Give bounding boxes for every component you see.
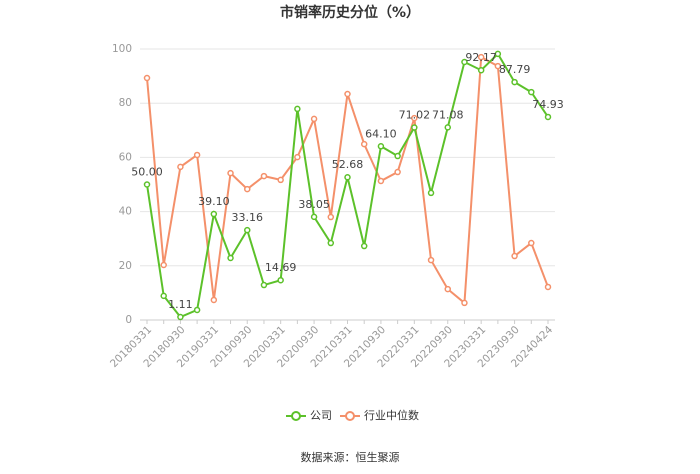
- value-label: 1.11: [168, 298, 193, 311]
- point: [494, 62, 502, 70]
- value-label: 33.16: [232, 211, 264, 224]
- point: [244, 226, 251, 234]
- legend-item: 公司: [286, 409, 332, 422]
- point: [461, 58, 468, 66]
- point: [177, 313, 184, 321]
- point: [277, 276, 284, 284]
- point: [511, 78, 518, 86]
- value-label: 14.69: [265, 261, 297, 274]
- point: [143, 181, 151, 188]
- point: [193, 306, 201, 314]
- point: [310, 213, 318, 221]
- point: [227, 169, 234, 177]
- y-tick-label: 60: [119, 151, 132, 163]
- point: [394, 152, 401, 160]
- point: [528, 88, 535, 96]
- chart-title: 市销率历史分位（%）: [280, 4, 420, 21]
- point: [360, 140, 368, 148]
- value-label: 74.93: [532, 98, 564, 111]
- value-label: 71.02: [399, 109, 431, 122]
- point: [244, 185, 251, 193]
- point: [528, 239, 535, 247]
- point: [277, 176, 284, 184]
- point: [444, 124, 451, 131]
- point: [360, 242, 368, 250]
- point: [294, 105, 301, 113]
- value-label: 50.00: [131, 166, 163, 179]
- legend-item: 行业中位数: [340, 408, 419, 422]
- point: [511, 252, 518, 260]
- point: [427, 189, 435, 197]
- point: [544, 283, 552, 291]
- legend-label: 公司: [310, 409, 332, 422]
- y-tick-label: 20: [119, 260, 132, 272]
- value-label: 64.10: [365, 127, 397, 140]
- value-label: 71.08: [432, 108, 464, 121]
- point: [260, 281, 268, 289]
- source: 数据来源：恒生聚源: [301, 450, 400, 464]
- point: [210, 296, 218, 304]
- y-tick-label: 80: [119, 97, 132, 109]
- value-label: 39.10: [198, 195, 230, 208]
- point: [461, 299, 468, 307]
- value-label: 52.68: [332, 158, 364, 171]
- legend-marker: [291, 411, 301, 421]
- point: [494, 50, 502, 58]
- value-label: 87.79: [499, 63, 531, 76]
- point: [411, 124, 418, 131]
- y-tick-label: 0: [125, 314, 132, 326]
- y-tick-label: 40: [119, 206, 132, 218]
- value-label: 92.17: [465, 51, 497, 64]
- point: [394, 168, 401, 176]
- point: [260, 172, 268, 180]
- point: [327, 239, 335, 247]
- point: [160, 261, 167, 269]
- point: [477, 53, 485, 61]
- point: [177, 163, 184, 171]
- point: [310, 115, 318, 123]
- point: [377, 177, 385, 185]
- legend-label: 行业中位数: [364, 408, 419, 422]
- value-label: 38.05: [298, 198, 330, 211]
- point: [160, 292, 167, 300]
- point: [444, 285, 451, 293]
- legend-marker: [345, 411, 355, 421]
- point: [344, 90, 351, 98]
- point: [427, 256, 435, 264]
- point: [411, 114, 418, 122]
- point: [227, 254, 234, 262]
- point: [544, 113, 552, 121]
- point: [327, 213, 335, 221]
- point: [344, 173, 351, 181]
- point: [143, 74, 151, 82]
- point: [377, 143, 385, 150]
- y-tick-label: 100: [112, 43, 132, 55]
- point: [193, 151, 201, 159]
- point: [477, 66, 485, 74]
- point: [210, 210, 218, 218]
- point: [294, 153, 301, 161]
